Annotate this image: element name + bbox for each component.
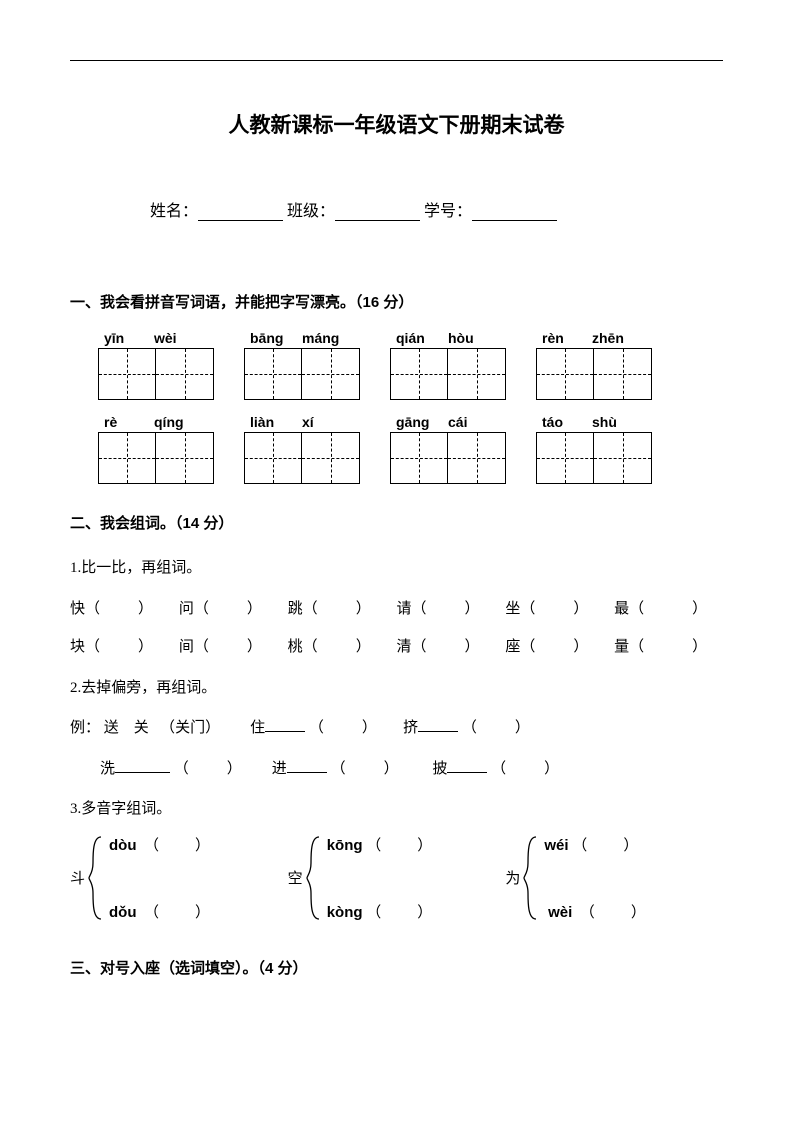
- brace-icon: [87, 833, 105, 923]
- brace-icon: [522, 833, 540, 923]
- zuci-row-a: 快（） 问（） 跳（） 请（） 坐（） 最（）: [70, 592, 723, 627]
- example-res: 关: [134, 720, 149, 736]
- sub-2-3-title: 3.多音字组词。: [70, 792, 723, 827]
- zuci-item[interactable]: 请（）: [396, 592, 505, 627]
- pinyin-label: yīnwèi: [98, 330, 214, 346]
- sub-2-1-title: 1.比一比，再组词。: [70, 551, 723, 586]
- pinyin-block: rèqíng: [98, 414, 214, 484]
- polyphone-reading-item[interactable]: wèi （）: [544, 901, 645, 922]
- zuci-item[interactable]: 量（）: [614, 630, 723, 665]
- example-char: 送: [104, 720, 119, 736]
- pinyin-label: rèqíng: [98, 414, 214, 430]
- pinyin-block: qiánhòu: [390, 330, 506, 400]
- zuci-item[interactable]: 桃（）: [288, 630, 397, 665]
- zuci-row-b: 块（） 间（） 桃（） 清（） 座（） 量（）: [70, 630, 723, 665]
- pinyin-label: táoshù: [536, 414, 652, 430]
- zuci-item[interactable]: 坐（）: [505, 592, 614, 627]
- pinyin-block: liànxí: [244, 414, 360, 484]
- remove-radical-item[interactable]: 披 （）: [432, 761, 559, 777]
- pinyin-block: rènzhēn: [536, 330, 652, 400]
- polyphone-readings: dòu （） dǒu （）: [105, 834, 210, 922]
- zuci-item[interactable]: 清（）: [396, 630, 505, 665]
- tianzi-box[interactable]: [98, 348, 214, 400]
- polyphone-readings: kōng （） kòng （）: [323, 834, 433, 922]
- example-word: 关门: [175, 720, 205, 736]
- class-blank[interactable]: [335, 203, 420, 221]
- polyphone-char: 为: [505, 867, 520, 888]
- zuci-item[interactable]: 跳（）: [288, 592, 397, 627]
- pinyin-row-1: yīnwèi bāngmáng qiánhòu rènzhēn: [98, 330, 723, 400]
- section-1-heading: 一、我会看拼音写词语，并能把字写漂亮。（16 分）: [70, 291, 723, 312]
- section-3-heading: 三、对号入座（选词填空）。（4 分）: [70, 957, 723, 978]
- remove-radical-item[interactable]: 挤 （）: [403, 720, 530, 736]
- remove-radical-item[interactable]: 进 （）: [272, 761, 399, 777]
- brace-icon: [305, 833, 323, 923]
- polyphone-row: 斗 dòu （） dǒu （） 空 kōng （） kòng （） 为: [70, 833, 723, 923]
- pinyin-block: yīnwèi: [98, 330, 214, 400]
- remove-radical-item[interactable]: 住 （）: [250, 720, 377, 736]
- polyphone-block: 斗 dòu （） dǒu （）: [70, 833, 288, 923]
- polyphone-block: 为 wéi （） wèi （）: [505, 833, 723, 923]
- polyphone-char: 斗: [70, 867, 85, 888]
- polyphone-block: 空 kōng （） kòng （）: [288, 833, 506, 923]
- pinyin-block: táoshù: [536, 414, 652, 484]
- polyphone-reading-item[interactable]: kòng （）: [327, 901, 433, 922]
- pinyin-label: rènzhēn: [536, 330, 652, 346]
- class-label: 班级：: [287, 203, 335, 220]
- polyphone-reading-item[interactable]: dǒu （）: [109, 901, 210, 922]
- zuci-item[interactable]: 座（）: [505, 630, 614, 665]
- zuci-item[interactable]: 块（）: [70, 630, 179, 665]
- polyphone-readings: wéi （） wèi （）: [540, 834, 645, 922]
- example-label: 例：: [70, 720, 100, 736]
- sub-2-2-title: 2.去掉偏旁，再组词。: [70, 671, 723, 706]
- remove-radical-item[interactable]: 洗 （）: [100, 761, 242, 777]
- pinyin-block: gāngcái: [390, 414, 506, 484]
- page: 人教新课标一年级语文下册期末试卷 姓名： 班级： 学号： 一、我会看拼音写词语，…: [0, 0, 793, 1122]
- zuci-item[interactable]: 最（）: [614, 592, 723, 627]
- pinyin-label: gāngcái: [390, 414, 506, 430]
- zuci-item[interactable]: 问（）: [179, 592, 288, 627]
- id-label: 学号：: [424, 203, 472, 220]
- tianzi-box[interactable]: [244, 432, 360, 484]
- tianzi-box[interactable]: [390, 432, 506, 484]
- polyphone-reading-item[interactable]: wéi （）: [544, 834, 645, 855]
- pinyin-grid: yīnwèi bāngmáng qiánhòu rènzhēn rèqíng: [70, 330, 723, 484]
- student-info-line: 姓名： 班级： 学号：: [70, 197, 723, 221]
- polyphone-char: 空: [288, 867, 303, 888]
- tianzi-box[interactable]: [390, 348, 506, 400]
- sub-2-2-example-row: 例： 送 关 （关门） 住 （） 挤 （）: [70, 711, 723, 746]
- polyphone-reading-item[interactable]: kōng （）: [327, 834, 433, 855]
- tianzi-box[interactable]: [536, 432, 652, 484]
- name-blank[interactable]: [198, 203, 283, 221]
- zuci-item[interactable]: 间（）: [179, 630, 288, 665]
- top-rule: [70, 60, 723, 61]
- polyphone-reading-item[interactable]: dòu （）: [109, 834, 210, 855]
- pinyin-block: bāngmáng: [244, 330, 360, 400]
- pinyin-row-2: rèqíng liànxí gāngcái táoshù: [98, 414, 723, 484]
- pinyin-label: bāngmáng: [244, 330, 360, 346]
- pinyin-label: qiánhòu: [390, 330, 506, 346]
- section-2-heading: 二、我会组词。（14 分）: [70, 512, 723, 533]
- zuci-item[interactable]: 快（）: [70, 592, 179, 627]
- tianzi-box[interactable]: [536, 348, 652, 400]
- tianzi-box[interactable]: [98, 432, 214, 484]
- tianzi-box[interactable]: [244, 348, 360, 400]
- pinyin-label: liànxí: [244, 414, 360, 430]
- name-label: 姓名：: [150, 203, 198, 220]
- page-title: 人教新课标一年级语文下册期末试卷: [70, 109, 723, 139]
- sub-2-2-row2: 洗 （） 进 （） 披 （）: [70, 752, 723, 787]
- id-blank[interactable]: [472, 203, 557, 221]
